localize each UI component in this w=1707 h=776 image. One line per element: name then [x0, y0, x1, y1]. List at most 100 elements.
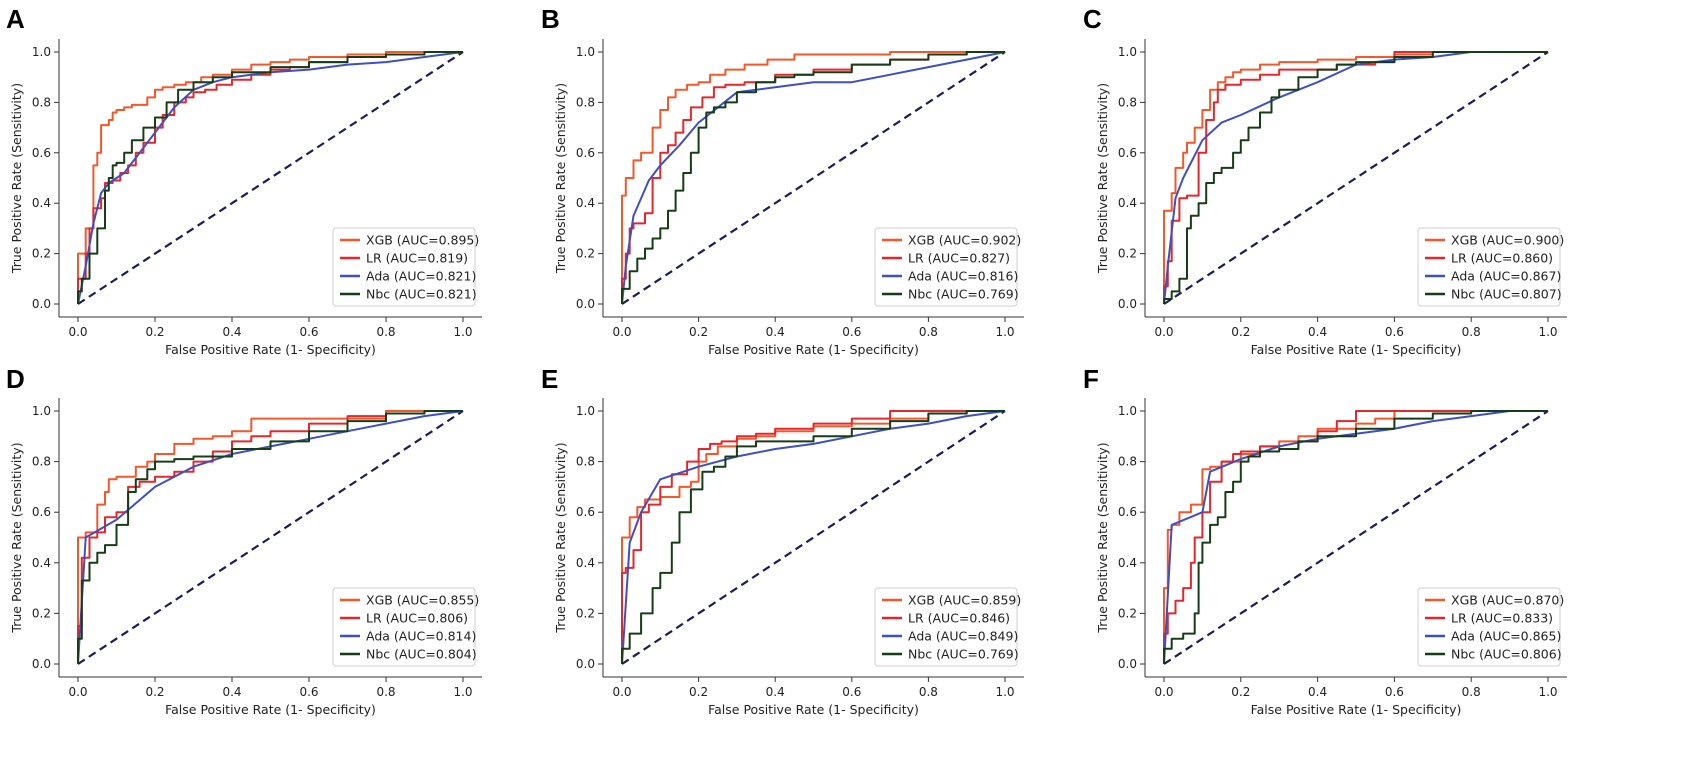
chance-diagonal [621, 51, 1006, 305]
legend: XGB (AUC=0.859) LR (AUC=0.846) Ada (AUC=0.… [874, 587, 1021, 667]
x-tick-label: 0.6 [842, 685, 861, 699]
x-tick-label: 0.2 [689, 685, 708, 699]
y-tick-label: 1.0 [1118, 45, 1137, 59]
x-tick-label: 0.4 [222, 325, 241, 339]
y-axis-label: True Positive Rate (Sensitivity) [9, 83, 24, 274]
y-tick-label: 0.2 [32, 247, 51, 261]
panel-letter: F [1083, 364, 1099, 394]
x-tick-label: 0.2 [1231, 685, 1250, 699]
legend: XGB (AUC=0.902) LR (AUC=0.827) Ada (AUC=0.… [874, 227, 1021, 307]
legend-entry-nbc: Nbc (AUC=0.806) [1451, 647, 1562, 662]
legend-entry-ada: Ada (AUC=0.867) [1451, 269, 1561, 284]
y-tick-label: 0.8 [32, 455, 51, 469]
x-tick-label: 0.8 [1462, 685, 1481, 699]
y-tick-label: 0.0 [576, 657, 595, 671]
legend-entry-xgb: XGB (AUC=0.859) [908, 593, 1021, 608]
y-tick-label: 1.0 [32, 404, 51, 418]
roc-panel-a: A 0.0 0.0 0.2 0.2 0.4 0.4 0.6 0.6 0.8 0.8 1.0 1.0 Fal… [6, 4, 482, 357]
y-tick-label: 1.0 [32, 45, 51, 59]
legend-entry-ada: Ada (AUC=0.814) [366, 629, 476, 644]
y-tick-label: 0.4 [1118, 196, 1137, 210]
roc-curve-xgb [621, 51, 1005, 304]
y-tick-label: 0.8 [576, 95, 595, 109]
x-tick-label: 0.0 [612, 685, 631, 699]
legend-box [1417, 587, 1561, 667]
x-tick-label: 0.4 [766, 685, 785, 699]
x-tick-label: 0.2 [145, 325, 164, 339]
y-tick-label: 0.4 [32, 556, 51, 570]
y-tick-label: 0.0 [1118, 297, 1137, 311]
legend: XGB (AUC=0.900) LR (AUC=0.860) Ada (AUC=0.… [1417, 227, 1564, 307]
legend-box [332, 587, 476, 667]
x-tick-label: 0.2 [1231, 325, 1250, 339]
x-axis-label: False Positive Rate (1- Specificity) [708, 342, 919, 357]
x-axis-label: False Positive Rate (1- Specificity) [165, 702, 376, 717]
legend-entry-nbc: Nbc (AUC=0.821) [366, 287, 477, 302]
x-tick-label: 0.8 [919, 325, 938, 339]
x-tick-label: 0.2 [689, 325, 708, 339]
legend-box [874, 227, 1018, 307]
legend-entry-lr: LR (AUC=0.806) [366, 611, 468, 626]
legend-entry-xgb: XGB (AUC=0.900) [1451, 233, 1564, 248]
y-tick-label: 0.0 [1118, 657, 1137, 671]
roc-panel-e: E 0.0 0.0 0.2 0.2 0.4 0.4 0.6 0.6 0.8 0.8 1.0 1.0 Fal… [541, 364, 1024, 717]
roc-curve-lr [621, 410, 1005, 664]
y-tick-label: 0.2 [1118, 247, 1137, 261]
legend-entry-lr: LR (AUC=0.846) [908, 611, 1010, 626]
legend-entry-ada: Ada (AUC=0.849) [908, 629, 1018, 644]
x-tick-label: 0.0 [1154, 325, 1173, 339]
chance-diagonal [621, 410, 1006, 665]
y-axis-label: True Positive Rate (Sensitivity) [9, 442, 24, 633]
panel-letter: D [6, 364, 25, 394]
y-axis-label: True Positive Rate (Sensitivity) [553, 83, 568, 274]
roc-curve-xgb [1163, 410, 1548, 664]
legend-entry-lr: LR (AUC=0.860) [1451, 251, 1553, 266]
roc-curve-xgb [621, 410, 1005, 664]
x-tick-label: 0.6 [299, 325, 318, 339]
legend-entry-nbc: Nbc (AUC=0.804) [366, 647, 477, 662]
y-tick-label: 0.4 [576, 196, 595, 210]
legend-entry-xgb: XGB (AUC=0.870) [1451, 593, 1564, 608]
roc-curve-nbc [1163, 410, 1548, 664]
x-tick-label: 0.8 [919, 685, 938, 699]
chance-diagonal [77, 51, 464, 305]
roc-panel-c: C 0.0 0.0 0.2 0.2 0.4 0.4 0.6 0.6 0.8 0.8 1.0 1.0 Fal… [1083, 4, 1567, 357]
chance-diagonal [77, 410, 464, 665]
roc-curve-ada [621, 410, 1006, 665]
roc-curve-ada [77, 410, 464, 665]
x-tick-label: 0.8 [1462, 325, 1481, 339]
roc-curve-lr [77, 410, 463, 664]
roc-panel-f: F 0.0 0.0 0.2 0.2 0.4 0.4 0.6 0.6 0.8 0.8 1.0 1.0 Fal… [1083, 364, 1567, 717]
legend-entry-lr: LR (AUC=0.833) [1451, 611, 1553, 626]
x-tick-label: 0.6 [842, 325, 861, 339]
x-axis-label: False Positive Rate (1- Specificity) [708, 702, 919, 717]
y-axis-label: True Positive Rate (Sensitivity) [1095, 442, 1110, 633]
x-tick-label: 0.6 [1385, 325, 1404, 339]
legend-entry-ada: Ada (AUC=0.865) [1451, 629, 1561, 644]
x-tick-label: 0.6 [299, 685, 318, 699]
y-axis-label: True Positive Rate (Sensitivity) [553, 442, 568, 633]
y-tick-label: 1.0 [576, 404, 595, 418]
x-axis-label: False Positive Rate (1- Specificity) [1251, 342, 1462, 357]
legend: XGB (AUC=0.895) LR (AUC=0.819) Ada (AUC=0.… [332, 227, 479, 307]
roc-curve-xgb [1163, 51, 1548, 304]
x-axis-label: False Positive Rate (1- Specificity) [165, 342, 376, 357]
roc-curve-nbc [77, 51, 463, 304]
y-tick-label: 0.6 [576, 505, 595, 519]
chance-diagonal [1163, 51, 1549, 305]
x-tick-label: 0.4 [1308, 325, 1327, 339]
y-tick-label: 0.4 [32, 196, 51, 210]
x-tick-label: 1.0 [995, 325, 1014, 339]
y-tick-label: 0.8 [1118, 455, 1137, 469]
roc-curve-nbc [1163, 51, 1548, 304]
panel-letter: C [1083, 4, 1102, 34]
y-tick-label: 0.6 [576, 146, 595, 160]
y-tick-label: 0.4 [576, 556, 595, 570]
y-tick-label: 0.6 [32, 146, 51, 160]
legend-entry-lr: LR (AUC=0.827) [908, 251, 1010, 266]
roc-curve-xgb [77, 51, 463, 304]
y-tick-label: 0.6 [32, 505, 51, 519]
y-axis-label: True Positive Rate (Sensitivity) [1095, 83, 1110, 274]
legend-box [1417, 227, 1561, 307]
y-tick-label: 0.2 [32, 606, 51, 620]
